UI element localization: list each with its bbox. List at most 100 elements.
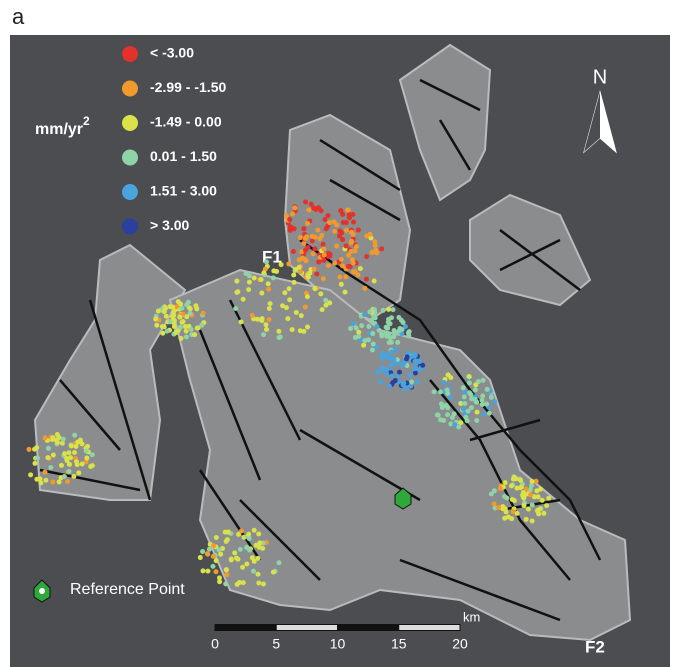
velocity-point <box>171 310 176 315</box>
velocity-point <box>59 463 64 468</box>
velocity-point <box>355 272 360 277</box>
velocity-point <box>72 433 77 438</box>
velocity-point <box>312 267 317 272</box>
velocity-point <box>304 234 309 239</box>
velocity-point <box>467 380 472 385</box>
velocity-point <box>211 543 216 548</box>
legend-label: 1.51 - 3.00 <box>150 183 217 199</box>
velocity-point <box>259 318 264 323</box>
velocity-point <box>393 347 398 352</box>
velocity-point <box>69 443 74 448</box>
velocity-point <box>165 329 170 334</box>
velocity-point <box>250 313 255 318</box>
velocity-point <box>502 516 507 521</box>
velocity-point <box>274 269 279 274</box>
velocity-point <box>72 450 77 455</box>
velocity-point <box>505 496 510 501</box>
velocity-point <box>266 287 271 292</box>
velocity-point <box>244 271 249 276</box>
velocity-point <box>177 315 182 320</box>
velocity-point <box>519 485 524 490</box>
velocity-point <box>379 332 384 337</box>
velocity-point <box>465 418 470 423</box>
velocity-point <box>184 334 189 339</box>
velocity-point <box>492 502 497 507</box>
velocity-point <box>432 389 437 394</box>
velocity-point <box>305 294 310 299</box>
velocity-point <box>389 374 394 379</box>
legend-swatch <box>122 46 138 62</box>
velocity-point <box>306 207 311 212</box>
velocity-point <box>354 244 359 249</box>
velocity-point <box>57 479 62 484</box>
velocity-point <box>356 228 361 233</box>
velocity-point <box>518 478 523 483</box>
velocity-point <box>378 379 383 384</box>
velocity-point <box>334 222 339 227</box>
velocity-point <box>536 494 541 499</box>
velocity-point <box>266 317 271 322</box>
velocity-point <box>223 581 228 586</box>
velocity-point <box>68 455 73 460</box>
velocity-point <box>263 322 268 327</box>
velocity-point <box>226 530 231 535</box>
velocity-point <box>389 340 394 345</box>
velocity-point <box>466 374 471 379</box>
velocity-point <box>321 246 326 251</box>
velocity-point <box>229 558 234 563</box>
velocity-point <box>387 384 392 389</box>
velocity-point <box>298 269 303 274</box>
velocity-point <box>540 498 545 503</box>
velocity-point <box>351 261 356 266</box>
velocity-point <box>257 545 262 550</box>
velocity-point <box>32 461 37 466</box>
velocity-point <box>246 532 251 537</box>
velocity-point <box>375 324 380 329</box>
velocity-point <box>178 325 183 330</box>
velocity-point <box>541 511 546 516</box>
velocity-point <box>343 290 348 295</box>
figure: a N F1 F2 Reference Point mm/yr2 < -3.00… <box>0 0 680 667</box>
velocity-point <box>267 306 272 311</box>
velocity-point <box>332 229 337 234</box>
velocity-point <box>234 556 239 561</box>
velocity-point <box>264 259 269 264</box>
velocity-point <box>216 547 221 552</box>
scale-tick-label: 10 <box>330 636 346 652</box>
velocity-point <box>312 286 317 291</box>
velocity-point <box>200 568 205 573</box>
velocity-point <box>315 228 320 233</box>
velocity-point <box>348 326 353 331</box>
velocity-point <box>234 279 239 284</box>
legend-swatch <box>122 115 138 131</box>
velocity-point <box>391 356 396 361</box>
velocity-point <box>305 325 310 330</box>
velocity-point <box>320 307 325 312</box>
velocity-point <box>458 420 463 425</box>
velocity-point <box>198 555 203 560</box>
velocity-point <box>339 257 344 262</box>
velocity-point <box>173 330 178 335</box>
velocity-point <box>474 400 479 405</box>
velocity-point <box>340 237 345 242</box>
velocity-point <box>374 370 379 375</box>
velocity-point <box>415 379 420 384</box>
velocity-point <box>255 572 260 577</box>
velocity-point <box>389 349 394 354</box>
velocity-point <box>441 418 446 423</box>
velocity-point <box>544 503 549 508</box>
velocity-point <box>316 260 321 265</box>
velocity-point <box>530 502 535 507</box>
velocity-point <box>461 385 466 390</box>
velocity-point <box>61 437 66 442</box>
velocity-point <box>80 461 85 466</box>
velocity-point <box>199 323 204 328</box>
velocity-point <box>343 274 348 279</box>
velocity-point <box>362 312 367 317</box>
velocity-point <box>384 371 389 376</box>
velocity-point <box>481 378 486 383</box>
velocity-point <box>154 323 159 328</box>
velocity-point <box>74 444 79 449</box>
velocity-point <box>214 569 219 574</box>
velocity-point <box>180 319 185 324</box>
